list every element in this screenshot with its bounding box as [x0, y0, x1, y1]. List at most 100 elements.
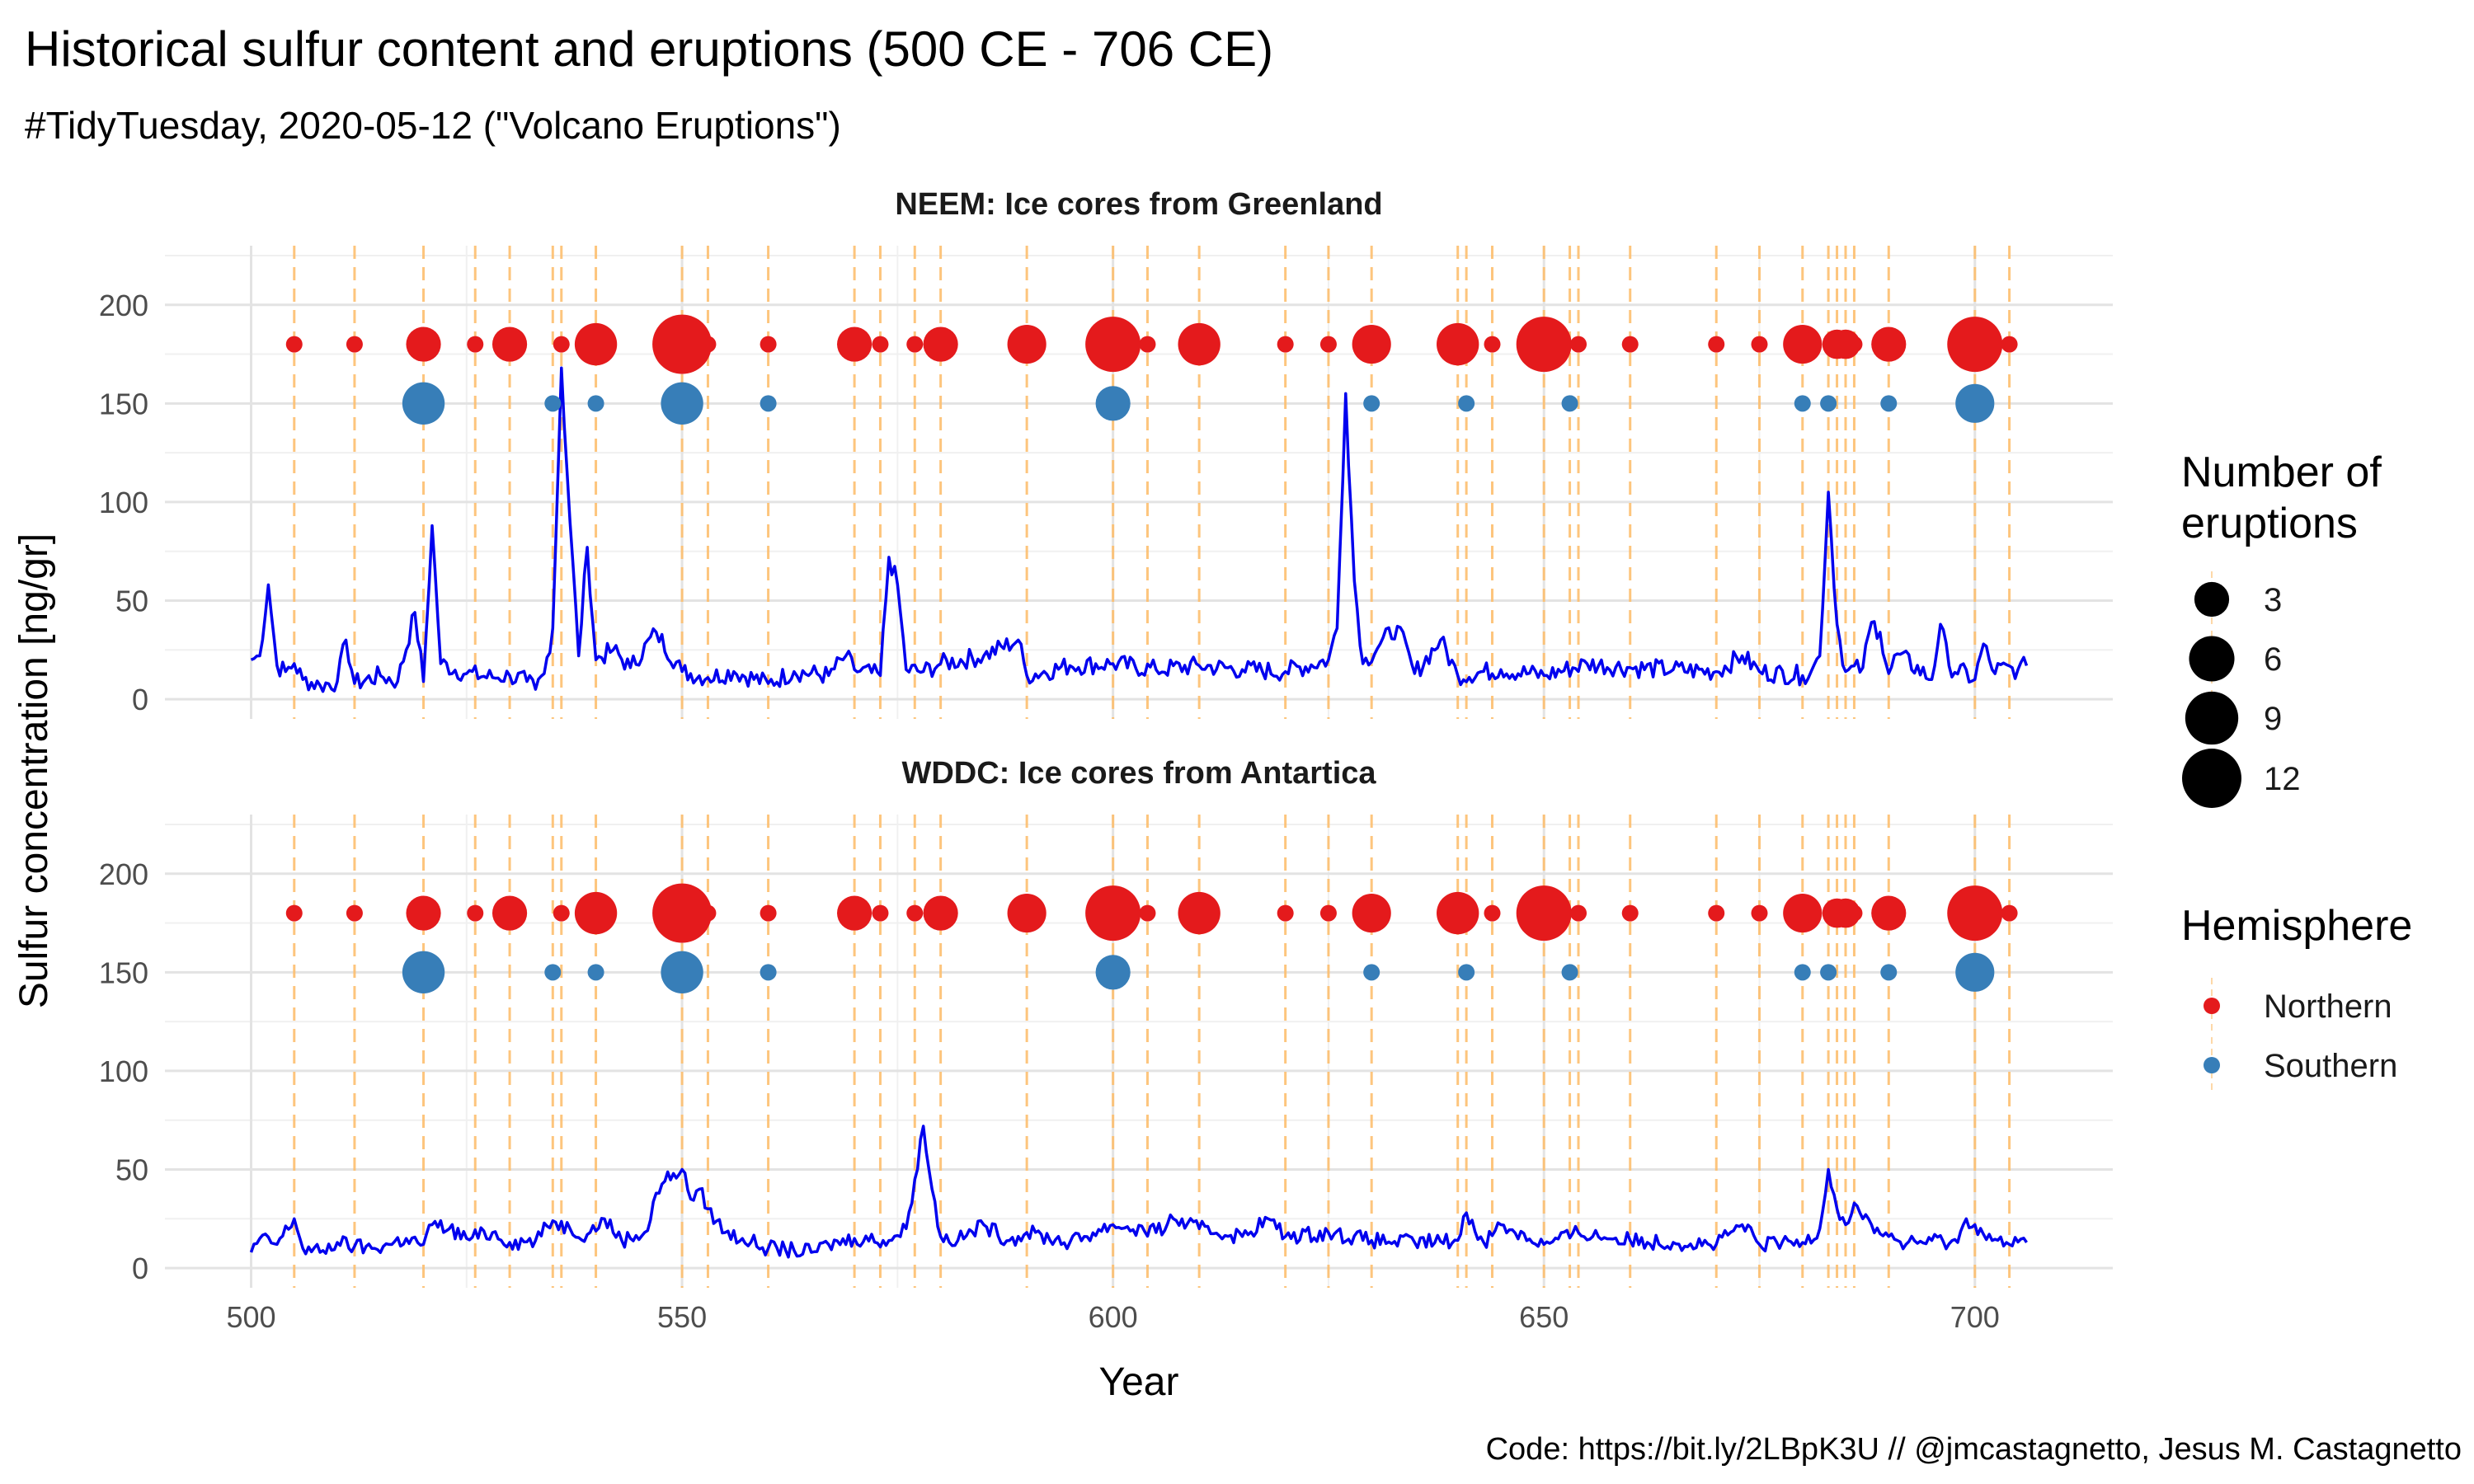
northern-eruption-point [837, 895, 872, 931]
x-tick-label: 500 [226, 1300, 275, 1334]
southern-eruption-point [1095, 386, 1131, 421]
northern-eruption-point [1139, 336, 1156, 353]
southern-eruption-point [1820, 964, 1837, 981]
size-legend-label: 3 [2264, 582, 2282, 618]
chart-caption: Code: https://bit.ly/2LBpK3U // @jmcasta… [1486, 1432, 2462, 1467]
northern-eruption-point [872, 336, 889, 353]
northern-eruption-point [1178, 322, 1221, 366]
southern-eruption-point [1880, 395, 1898, 412]
northern-eruption-point [906, 336, 924, 353]
size-legend-title-line1: Number of [2181, 448, 2382, 496]
northern-eruption-point [553, 336, 570, 353]
southern-eruption-point [1794, 964, 1811, 981]
northern-eruption-point [1352, 325, 1391, 364]
northern-eruption-point [906, 904, 924, 922]
size-legend-label: 9 [2264, 701, 2282, 737]
facet-panels: NEEM: Ice cores from Greenland 0 50 100 150 2… [99, 187, 2113, 1334]
x-tick-label: 700 [1950, 1300, 2000, 1334]
grid [165, 815, 2113, 1288]
southern-eruption-point [544, 395, 562, 412]
size-legend: Number of eruptions 3 6 9 12 [2181, 448, 2382, 808]
size-legend-label: 12 [2264, 761, 2301, 797]
size-legend-label: 6 [2264, 641, 2282, 678]
southern-eruption-point [587, 964, 604, 981]
southern-eruption-point [587, 395, 604, 412]
northern-eruption-point [492, 326, 528, 362]
northern-eruption-point [1570, 336, 1587, 353]
southern-eruption-point [1820, 395, 1837, 412]
northern-eruption-point [467, 336, 484, 353]
northern-eruption-point [1007, 894, 1047, 933]
southern-eruption-point [1561, 395, 1578, 412]
northern-eruption-point [1708, 904, 1725, 922]
northern-eruption-point [1783, 894, 1823, 933]
northern-eruption-point [1621, 904, 1639, 922]
y-tick-label: 150 [99, 956, 148, 989]
y-tick-label: 150 [99, 387, 148, 420]
northern-eruption-point [1516, 885, 1572, 942]
northern-eruption-point [1947, 317, 2003, 373]
northern-eruption-points [285, 314, 2018, 374]
northern-eruption-point [1007, 325, 1047, 364]
panel-strip-label: NEEM: Ice cores from Greenland [895, 187, 1382, 222]
northern-eruption-point [492, 895, 528, 931]
southern-eruption-point [1363, 395, 1380, 412]
northern-eruption-point [1319, 904, 1337, 922]
size-legend-title-line2: eruptions [2181, 500, 2358, 547]
y-tick-label: 50 [115, 585, 148, 618]
northern-eruption-point [760, 904, 777, 922]
northern-eruption-point [1846, 336, 1863, 353]
northern-eruption-point [1947, 885, 2003, 942]
southern-eruption-point [1458, 964, 1475, 981]
southern-eruption-point [1458, 395, 1475, 412]
southern-eruption-point [1363, 964, 1380, 981]
panel-1: NEEM: Ice cores from Greenland 0 50 100 150 2… [99, 187, 2113, 719]
southern-eruption-points [402, 951, 1995, 994]
northern-eruption-point [923, 895, 958, 931]
northern-eruption-point [1871, 895, 1907, 931]
size-legend-dot [2189, 636, 2235, 682]
northern-eruption-point [406, 895, 441, 931]
northern-eruption-point [1751, 904, 1768, 922]
northern-eruption-point [837, 326, 872, 362]
northern-eruption-point [923, 326, 958, 362]
northern-eruption-point [652, 314, 713, 374]
y-tick-label: 100 [99, 486, 148, 519]
y-tick-label: 200 [99, 289, 148, 322]
y-tick-label: 200 [99, 857, 148, 891]
northern-eruption-point [1516, 317, 1572, 373]
northern-eruption-point [1277, 336, 1294, 353]
y-tick-label: 100 [99, 1054, 148, 1088]
northern-eruption-point [1846, 904, 1863, 922]
chart-title: Historical sulfur content and eruptions … [25, 21, 1273, 77]
northern-eruption-point [1783, 325, 1823, 364]
northern-eruption-point [1484, 336, 1501, 353]
northern-eruption-point [467, 904, 484, 922]
y-axis-title: Sulfur concentration [ng/gr] [12, 533, 56, 1008]
hemisphere-legend-label: Southern [2264, 1048, 2397, 1084]
northern-eruption-point [2001, 904, 2018, 922]
northern-eruption-point [346, 904, 363, 922]
northern-eruption-point [1751, 336, 1768, 353]
southern-eruption-points [402, 382, 1995, 425]
panel-2: WDDC: Ice cores from Antartica 0 50 100 150 2… [99, 756, 2113, 1334]
northern-eruption-point [285, 336, 303, 353]
northern-eruption-point [1319, 336, 1337, 353]
southern-eruption-point [1955, 952, 1995, 992]
northern-eruption-point [872, 904, 889, 922]
northern-eruption-point [346, 336, 363, 353]
southern-eruption-point [760, 964, 777, 981]
northern-eruption-point [1621, 336, 1639, 353]
northern-eruption-point [2001, 336, 2018, 353]
northern-eruption-point [574, 891, 618, 935]
y-tick-label: 0 [132, 683, 148, 716]
southern-eruption-point [661, 382, 703, 425]
hemisphere-legend-title: Hemisphere [2181, 902, 2412, 950]
panel-strip-label: WDDC: Ice cores from Antartica [901, 756, 1376, 791]
southern-eruption-point [1794, 395, 1811, 412]
hemisphere-legend-dot [2204, 1057, 2220, 1073]
size-legend-dot [2182, 749, 2241, 808]
x-tick-label: 550 [657, 1300, 707, 1334]
y-tick-label: 0 [132, 1252, 148, 1285]
hemisphere-legend-label: Northern [2264, 989, 2392, 1025]
